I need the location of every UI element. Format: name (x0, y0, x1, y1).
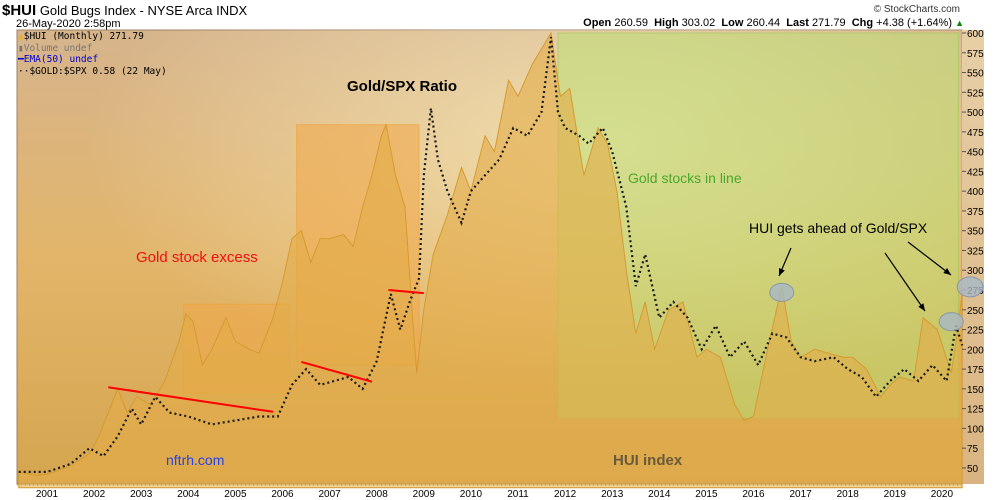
high-label: High (654, 17, 679, 29)
trend-line (388, 289, 424, 295)
low-value: 260.44 (746, 17, 781, 29)
symbol: $HUI (2, 2, 37, 19)
y-tick-label: 425 (967, 167, 984, 178)
y-tick-label: 525 (967, 88, 984, 99)
x-tick-label: 2012 (554, 489, 577, 500)
y-tick-label: 375 (967, 207, 984, 218)
y-tick-label: 600 (967, 29, 984, 40)
line-icon: ━ (18, 54, 24, 65)
legend-ema: ━EMA(50) undef (18, 54, 99, 65)
highlight-circle (956, 276, 984, 298)
brand: © StockCharts.com (873, 4, 960, 15)
x-tick-label: 2016 (742, 489, 765, 500)
high-value: 303.02 (681, 17, 716, 29)
annotation-ratio-title: Gold/SPX Ratio (347, 78, 457, 95)
annotation-site: nftrh.com (166, 452, 224, 468)
x-tick-label: 2005 (224, 489, 247, 500)
x-tick-label: 2008 (366, 489, 389, 500)
last-label: Last (786, 17, 809, 29)
y-tick-label: 75 (967, 444, 979, 455)
low-label: Low (721, 17, 744, 29)
legend-hui: ▲$HUI (Monthly) 271.79 (18, 31, 144, 42)
x-tick-label: 2001 (36, 489, 59, 500)
y-tick-label: 200 (967, 345, 984, 356)
x-tick-label: 2018 (837, 489, 860, 500)
y-tick-label: 575 (967, 49, 984, 60)
chart-title: $HUI Gold Bugs Index - NYSE Arca INDX (2, 2, 247, 19)
chg-value: +4.38 (+1.64%) (876, 17, 953, 29)
legend-ratio: ··$GOLD:$SPX 0.58 (22 May) (18, 65, 167, 77)
chart-datetime: 26-May-2020 2:58pm (16, 18, 121, 30)
y-tick-label: 500 (967, 108, 984, 119)
hui-area-series (18, 31, 963, 489)
annotation-ahead: HUI gets ahead of Gold/SPX (749, 220, 928, 236)
x-tick-label: 2017 (789, 489, 812, 500)
up-arrow-icon: ▲ (955, 18, 964, 28)
dotted-line-icon: ·· (18, 65, 30, 77)
highlight-circle (769, 282, 795, 302)
y-tick-label: 100 (967, 424, 984, 435)
area-icon: ▲ (18, 31, 24, 42)
arrow (884, 252, 926, 312)
trend-line (108, 386, 274, 413)
arrow-head-icon (779, 268, 785, 276)
annotation-inline: Gold stocks in line (628, 170, 742, 186)
trend-line (301, 361, 373, 383)
arrow (907, 241, 952, 276)
arrow-head-icon (943, 268, 951, 275)
x-tick-label: 2007 (318, 489, 341, 500)
x-tick-label: 2003 (130, 489, 153, 500)
x-tick-label: 2002 (83, 489, 106, 500)
y-tick-label: 175 (967, 365, 984, 376)
annotation-excess: Gold stock excess (136, 249, 258, 266)
legend-volume: ▮Volume undef (18, 42, 93, 54)
x-tick-label: 2014 (648, 489, 671, 500)
y-tick-label: 550 (967, 69, 984, 80)
y-axis-band (962, 30, 984, 484)
y-tick-label: 400 (967, 187, 984, 198)
x-tick-label: 2015 (695, 489, 718, 500)
y-tick-label: 125 (967, 405, 984, 416)
last-value: 271.79 (811, 17, 846, 29)
x-tick-label: 2009 (413, 489, 436, 500)
y-tick-label: 300 (967, 266, 984, 277)
x-tick-label: 2006 (271, 489, 294, 500)
x-tick-label: 2010 (460, 489, 483, 500)
y-tick-label: 475 (967, 128, 984, 139)
y-tick-label: 325 (967, 246, 984, 257)
y-tick-label: 450 (967, 148, 984, 159)
y-tick-label: 50 (967, 464, 979, 475)
y-tick-label: 225 (967, 326, 984, 337)
x-tick-label: 2013 (601, 489, 624, 500)
open-value: 260.59 (614, 17, 648, 29)
legend: ▲$HUI (Monthly) 271.79 ▮Volume undef ━EM… (18, 31, 167, 77)
open-label: Open (583, 17, 612, 29)
arrow-head-icon (918, 303, 925, 311)
gold-spx-ratio-line (18, 36, 964, 473)
highlight-circle (938, 312, 964, 332)
chg-label: Chg (851, 17, 874, 29)
x-tick-label: 2020 (931, 489, 954, 500)
y-tick-label: 150 (967, 385, 984, 396)
ohlc-readout: Open 260.59 High 303.02 Low 260.44 Last … (583, 17, 964, 29)
x-tick-label: 2011 (507, 489, 529, 500)
annotation-hui-index: HUI index (613, 452, 683, 469)
x-tick-label: 2019 (884, 489, 907, 500)
y-tick-label: 350 (967, 227, 984, 238)
bar-icon: ▮ (18, 42, 24, 54)
symbol-name: Gold Bugs Index - NYSE Arca INDX (39, 3, 248, 18)
x-tick-label: 2004 (177, 489, 200, 500)
y-tick-label: 250 (967, 306, 984, 317)
